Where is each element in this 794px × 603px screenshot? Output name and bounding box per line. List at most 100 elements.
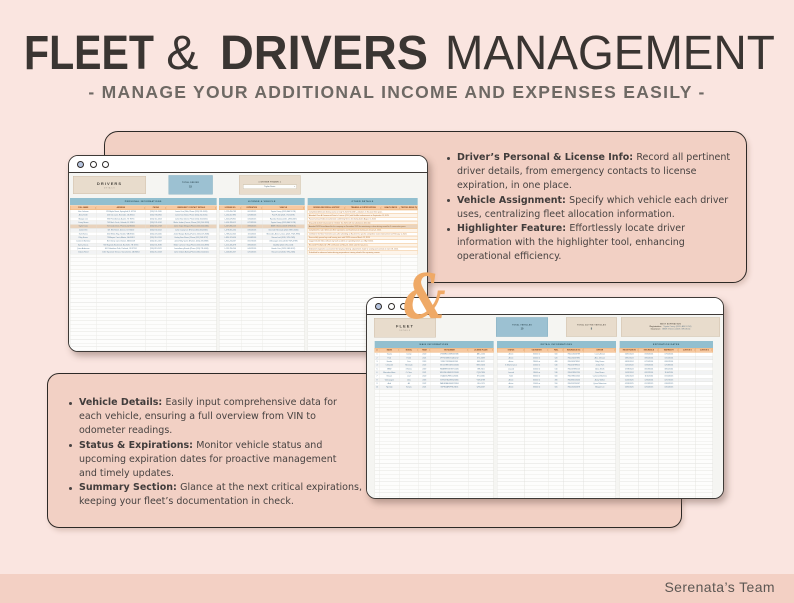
empty-cell[interactable] (241, 283, 263, 288)
table-cell[interactable]: Toyota (379, 352, 400, 357)
empty-cell[interactable] (379, 459, 400, 464)
window-button[interactable] (89, 160, 97, 168)
table-cell[interactable]: (555) 516-1718 (145, 224, 167, 229)
column-header[interactable]: TESTING RESULTS ▾ (400, 205, 418, 210)
empty-cell[interactable] (381, 254, 401, 259)
empty-cell[interactable] (379, 426, 400, 431)
empty-cell[interactable] (69, 254, 97, 259)
empty-cell[interactable] (563, 496, 584, 498)
empty-cell[interactable] (262, 291, 305, 296)
empty-cell[interactable] (399, 474, 419, 479)
empty-cell[interactable] (496, 430, 525, 434)
empty-cell[interactable] (678, 463, 696, 468)
empty-cell[interactable] (145, 332, 167, 336)
empty-cell[interactable] (379, 444, 400, 449)
table-cell[interactable]: Jordan Kim (583, 363, 616, 368)
empty-cell[interactable] (678, 433, 696, 438)
empty-cell[interactable] (638, 481, 659, 486)
empty-cell[interactable] (69, 265, 97, 270)
empty-cell[interactable] (695, 496, 713, 498)
table-cell[interactable]: MNO-3456 (468, 363, 494, 368)
sort-icon[interactable]: ▾ (657, 349, 659, 352)
empty-cell[interactable] (563, 493, 584, 497)
empty-cell[interactable] (379, 452, 400, 457)
table-cell[interactable]: Dakota Reed (69, 250, 97, 255)
empty-cell[interactable] (468, 496, 494, 498)
table-cell[interactable]: Cameron Martinez (69, 239, 97, 244)
table-cell[interactable] (678, 382, 696, 386)
table-cell[interactable]: Active (496, 356, 525, 360)
empty-cell[interactable] (638, 426, 659, 431)
table-cell[interactable]: 07/14/2024 (638, 359, 659, 364)
table-cell[interactable]: 11/06/2024 (658, 370, 679, 375)
table-cell[interactable]: L-135-790-246 (218, 246, 242, 251)
empty-cell[interactable] (399, 400, 419, 405)
empty-cell[interactable] (524, 444, 549, 449)
empty-cell[interactable] (379, 415, 400, 420)
empty-cell[interactable] (241, 313, 263, 318)
empty-cell[interactable] (619, 396, 639, 401)
empty-cell[interactable] (218, 309, 242, 314)
empty-cell[interactable] (563, 396, 584, 401)
empty-cell[interactable] (583, 459, 616, 464)
empty-cell[interactable] (399, 481, 419, 486)
empty-cell[interactable] (218, 287, 242, 292)
empty-cell[interactable] (583, 456, 616, 460)
empty-cell[interactable] (678, 411, 696, 416)
empty-cell[interactable] (524, 474, 549, 479)
empty-cell[interactable] (69, 332, 97, 336)
table-cell[interactable] (695, 378, 713, 383)
empty-cell[interactable] (430, 411, 469, 416)
empty-cell[interactable] (430, 463, 469, 468)
empty-cell[interactable] (524, 393, 549, 397)
empty-cell[interactable] (69, 280, 97, 284)
table-cell[interactable]: 10/30/2024 (638, 363, 659, 368)
empty-cell[interactable] (496, 452, 525, 457)
empty-cell[interactable] (563, 474, 584, 479)
column-header[interactable]: STATUS ▾ (496, 347, 525, 353)
note-cell[interactable]: Logged 10,000 miles without any fault ac… (307, 239, 418, 244)
table-cell[interactable]: Jamie Dakota Bailey (Phone (555) 212-414… (166, 250, 217, 255)
empty-cell[interactable] (400, 272, 418, 277)
empty-cell[interactable] (548, 478, 564, 482)
empty-cell[interactable] (619, 415, 639, 420)
empty-cell[interactable] (241, 324, 263, 329)
empty-cell[interactable] (145, 306, 167, 310)
empty-cell[interactable] (619, 485, 639, 490)
empty-cell[interactable] (563, 478, 584, 482)
empty-cell[interactable] (524, 400, 549, 405)
empty-cell[interactable] (262, 346, 305, 351)
empty-cell[interactable] (496, 444, 525, 449)
empty-cell[interactable] (583, 489, 616, 494)
note-cell[interactable]: Completed defensive driving course on Ju… (307, 209, 418, 214)
table-cell[interactable]: 01/08/2026 (241, 235, 263, 240)
empty-cell[interactable] (638, 407, 659, 412)
sort-icon[interactable]: ▾ (398, 349, 399, 352)
empty-cell[interactable] (400, 280, 418, 284)
empty-cell[interactable] (548, 422, 564, 427)
empty-cell[interactable] (69, 261, 97, 266)
column-header[interactable]: YEAR ▾ (418, 347, 431, 353)
empty-cell[interactable] (563, 411, 584, 416)
empty-cell[interactable] (638, 400, 659, 405)
empty-cell[interactable] (307, 346, 346, 351)
empty-cell[interactable] (658, 393, 679, 397)
empty-cell[interactable] (678, 422, 696, 427)
empty-cell[interactable] (69, 291, 97, 296)
sort-icon[interactable]: ▾ (399, 207, 400, 209)
empty-cell[interactable] (166, 302, 217, 307)
table-cell[interactable]: WBA8E9G59GNT12345 (430, 367, 469, 371)
empty-cell[interactable] (619, 433, 639, 438)
table-cell[interactable]: (555) 192-0212 (145, 228, 167, 233)
empty-cell[interactable] (166, 324, 217, 329)
empty-cell[interactable] (695, 463, 713, 468)
table-cell[interactable] (695, 359, 713, 364)
empty-cell[interactable] (96, 339, 146, 344)
empty-cell[interactable] (638, 433, 659, 438)
empty-cell[interactable] (145, 343, 167, 347)
table-cell[interactable]: STU-2345 (468, 374, 494, 379)
empty-cell[interactable] (307, 298, 346, 303)
empty-cell[interactable] (524, 407, 549, 412)
empty-cell[interactable] (695, 411, 713, 416)
empty-cell[interactable] (307, 254, 346, 259)
